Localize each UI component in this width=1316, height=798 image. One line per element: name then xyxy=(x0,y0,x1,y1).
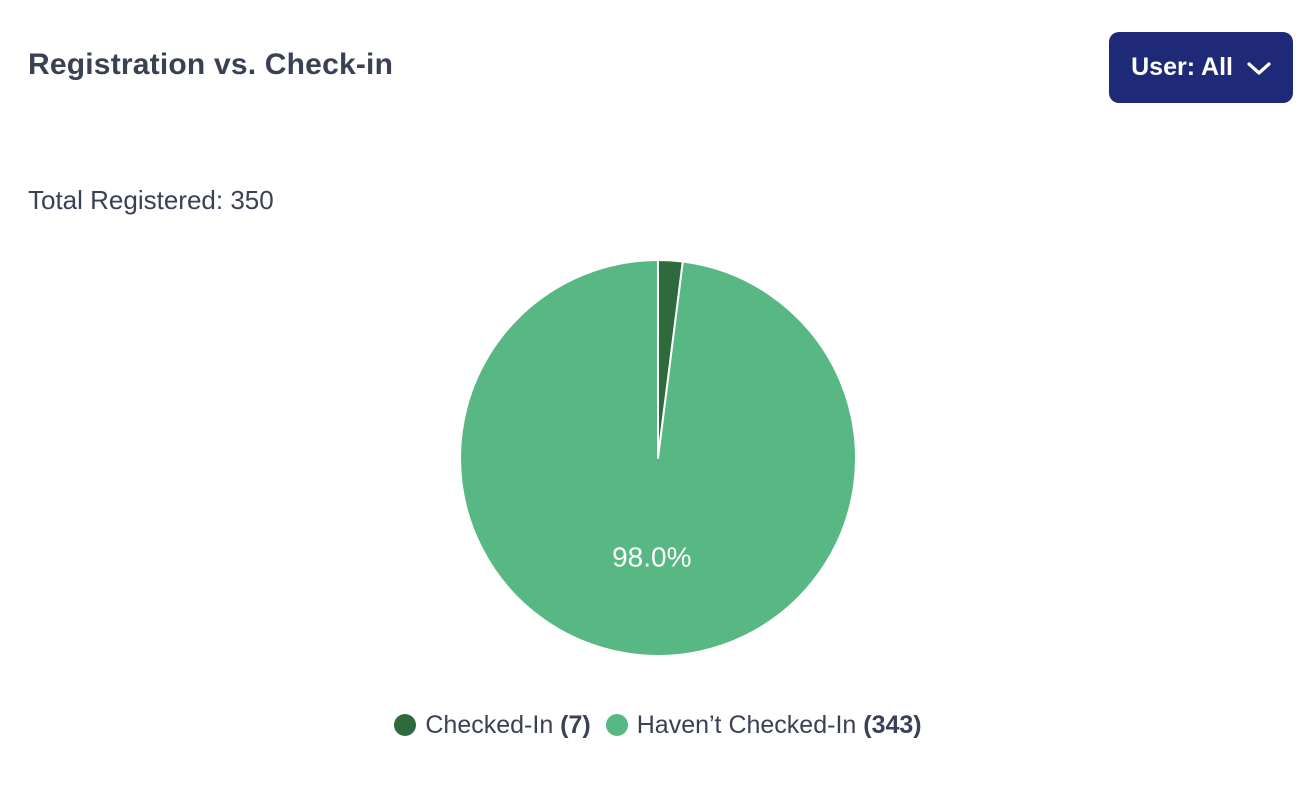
pie-data-label: 98.0% xyxy=(612,541,691,572)
user-filter-button[interactable]: User: All xyxy=(1109,32,1293,103)
legend-count: (343) xyxy=(863,711,922,739)
chevron-down-icon xyxy=(1247,61,1271,75)
legend-dot xyxy=(394,714,417,736)
legend-item-checked-in[interactable]: Checked-In (7) xyxy=(394,710,591,740)
pie-slice-haven-t-checked-in[interactable] xyxy=(459,259,857,657)
legend-label: Checked-In (7) xyxy=(425,711,591,739)
pie-chart-svg: 98.0% xyxy=(459,258,857,657)
legend-label: Haven’t Checked-In (343) xyxy=(636,711,922,739)
total-registered-text: Total Registered: 350 xyxy=(28,185,274,215)
chart-legend: Checked-In (7) Haven’t Checked-In (343) xyxy=(0,710,1316,740)
card-header: Registration vs. Check-in User: All xyxy=(0,0,1316,103)
page-title: Registration vs. Check-in xyxy=(28,48,394,81)
legend-count: (7) xyxy=(560,711,591,739)
pie-chart: 98.0% xyxy=(458,258,858,658)
legend-dot xyxy=(605,714,628,736)
legend-item-haven-t-checked-in[interactable]: Haven’t Checked-In (343) xyxy=(605,710,922,740)
user-filter-label: User: All xyxy=(1131,53,1233,81)
